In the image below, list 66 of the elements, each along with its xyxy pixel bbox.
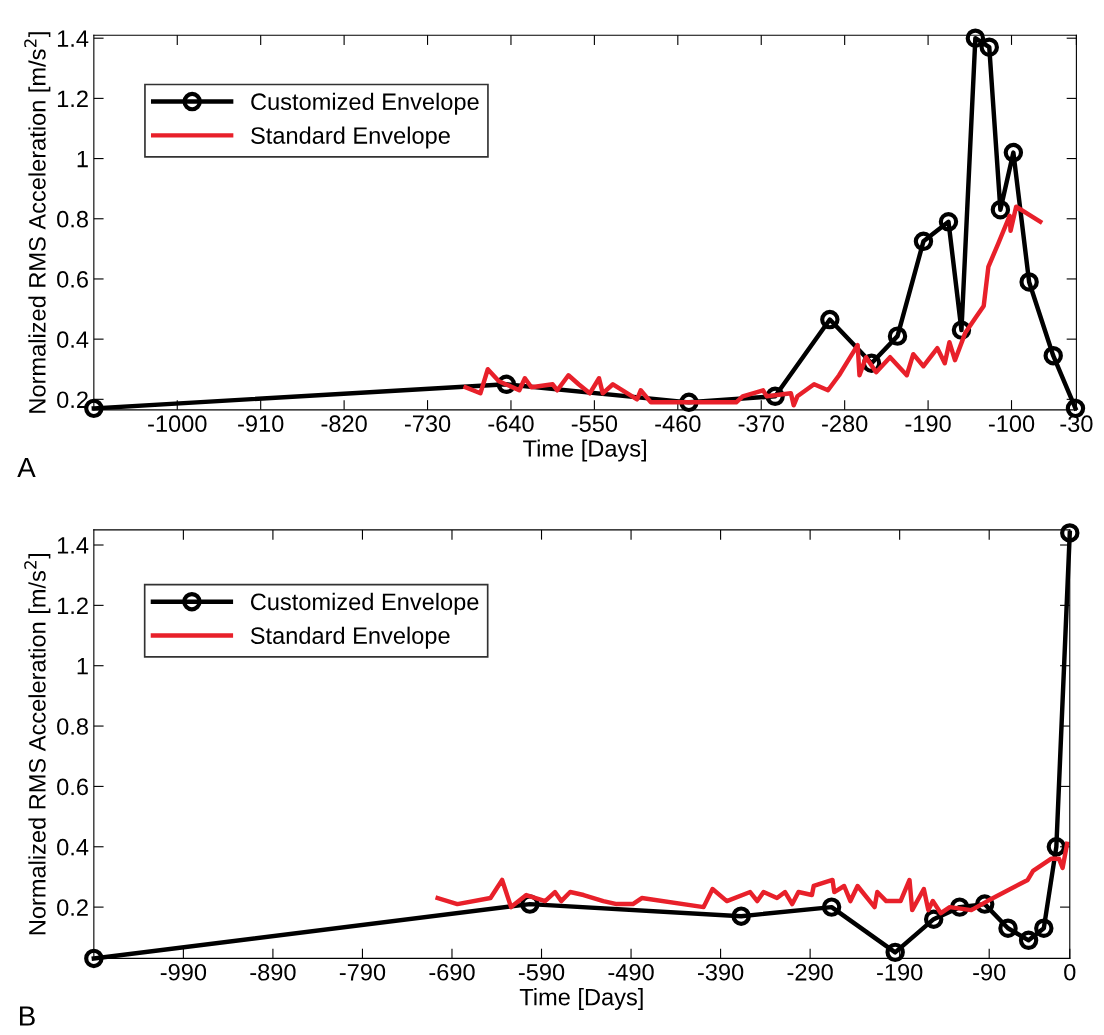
point [731, 906, 751, 926]
x-axis-title: Time [Days] [519, 988, 643, 1011]
y-tick-label: 0.6 [57, 778, 88, 796]
y-axis-title: Normalized RMS Acceleration [m/s$^{2}$] [24, 32, 51, 413]
x-tick-label: -390 [698, 963, 744, 981]
x-tick-label: -550 [571, 415, 618, 433]
x-tick-label: 0 [1064, 963, 1076, 981]
x-tick-label: -820 [321, 415, 367, 433]
y-tick-label: 0.4 [57, 331, 89, 348]
legend-label: Customized Envelope [250, 592, 479, 615]
point [1034, 918, 1054, 938]
y-axis-title: Normalized RMS Acceleration [m/s$^{2}$] [24, 553, 51, 935]
x-tick-label: -90 [973, 963, 1006, 981]
y-tick-label: 0.8 [57, 210, 88, 228]
y-tick-label: 0.2 [57, 899, 88, 916]
point [84, 948, 104, 969]
x-tick-label: -190 [905, 415, 951, 433]
point [979, 37, 999, 57]
x-tick-label: -990 [160, 963, 207, 981]
point [923, 909, 944, 929]
y-tick-label: 1 [77, 658, 88, 675]
point [821, 897, 842, 917]
x-tick-label: -890 [250, 963, 296, 981]
x-tick-label: -490 [608, 963, 654, 981]
legend-label: Standard Envelope [250, 626, 450, 649]
x-tick-label: -190 [877, 963, 923, 981]
y-tick-label: 1.4 [57, 30, 89, 47]
point [990, 200, 1011, 220]
text: B [20, 1006, 35, 1026]
x-tick-label: -1000 [148, 415, 207, 433]
x-tick-label: -280 [822, 415, 868, 433]
point [887, 326, 908, 346]
y-tick-label: 0.6 [57, 271, 88, 288]
x-tick-label: -730 [404, 415, 451, 433]
x-axis-title: Time [Days] [523, 439, 646, 462]
point [965, 28, 986, 48]
point [1046, 837, 1067, 857]
y-tick-label: 0.4 [57, 838, 89, 856]
point [1003, 142, 1024, 163]
x-tick-label: -640 [488, 415, 534, 433]
x-tick-label: -370 [738, 415, 784, 433]
point [885, 942, 905, 963]
text: A [17, 457, 36, 477]
legend-label: Customized Envelope [251, 92, 479, 115]
x-tick-label: -460 [655, 415, 701, 433]
point [998, 918, 1018, 938]
y-tick-label: 1 [77, 150, 88, 168]
point [820, 309, 840, 330]
point [1060, 523, 1080, 543]
x-tick-label: -590 [518, 963, 565, 981]
point [1019, 272, 1039, 292]
y-tick-label: 1.4 [57, 537, 89, 554]
point [913, 231, 934, 252]
x-tick-label: -690 [429, 963, 475, 981]
legend-label: Standard Envelope [251, 126, 450, 149]
y-tick-label: 1.2 [57, 597, 88, 614]
y-tick-label: 1.2 [57, 90, 88, 107]
y-tick-label: 0.2 [57, 391, 88, 409]
x-tick-label: -290 [787, 963, 833, 981]
x-tick-label: -100 [988, 415, 1035, 433]
x-tick-label: -910 [238, 415, 284, 433]
point [1043, 345, 1063, 366]
x-tick-label: -790 [339, 963, 386, 981]
point [938, 212, 959, 232]
y-tick-label: 0.8 [57, 718, 88, 735]
point [1018, 930, 1039, 951]
